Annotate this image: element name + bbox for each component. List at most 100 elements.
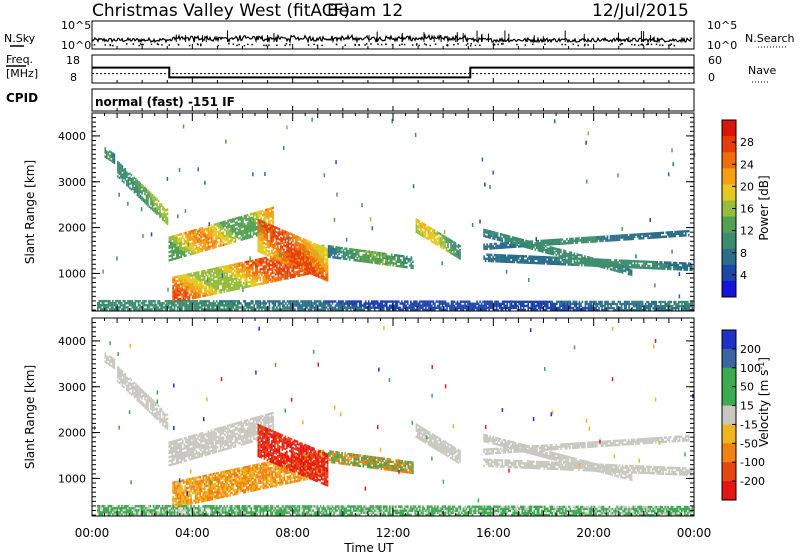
echo-cell	[322, 263, 324, 266]
echo-cell	[153, 197, 155, 200]
echo-cell	[215, 289, 218, 293]
echo-cell	[584, 255, 586, 258]
echo-cell	[221, 235, 223, 239]
echo-cell	[642, 266, 645, 269]
echo-cell	[274, 265, 277, 268]
echo-cell	[224, 275, 227, 278]
echo-cell	[137, 308, 140, 311]
echo-cell	[621, 267, 624, 270]
echo-cell	[325, 262, 327, 265]
echo-cell	[243, 217, 246, 220]
echo-cell	[241, 261, 244, 265]
echo-cell	[252, 300, 254, 303]
echo-cell	[594, 262, 597, 265]
echo-cell	[647, 264, 649, 268]
echo-cell	[234, 236, 237, 239]
echo-cell	[206, 289, 209, 293]
echo-cell	[266, 253, 269, 257]
echo-cell	[216, 241, 219, 244]
echo-cell	[228, 231, 231, 234]
echo-cell	[305, 260, 308, 263]
echo-cell	[311, 250, 314, 253]
echo-cell	[221, 221, 223, 224]
echo-cell	[287, 256, 290, 259]
echo-cell	[633, 235, 636, 238]
echo-cell	[223, 265, 225, 268]
echo-cell	[197, 232, 199, 235]
echo-cell	[395, 254, 398, 257]
echo-cell	[118, 299, 120, 303]
echo-cell	[606, 258, 609, 262]
echo-cell	[243, 225, 246, 228]
noise-search-point	[156, 43, 159, 45]
echo-cell	[181, 276, 183, 280]
noise-search-point	[474, 44, 477, 47]
echo-cell	[221, 302, 224, 305]
echo-cell	[157, 302, 159, 305]
echo-cell	[366, 250, 369, 253]
echo-cell	[185, 233, 187, 237]
echo-cell	[295, 241, 297, 244]
echo-cell	[674, 265, 676, 269]
echo-cell	[536, 246, 538, 249]
echo-cell	[151, 208, 154, 211]
echo-cell	[508, 258, 511, 261]
echo-cell	[253, 263, 256, 266]
echo-cell	[347, 251, 349, 255]
echo-cell	[621, 271, 624, 274]
echo-cell	[239, 226, 241, 229]
echo-cell	[265, 228, 267, 231]
echo-cell	[436, 231, 439, 234]
echo-cell	[374, 261, 376, 265]
echo-cell	[430, 239, 433, 243]
echo-cell	[501, 239, 503, 242]
echo-cell	[593, 259, 595, 262]
echo-cell	[203, 232, 205, 236]
echo-cell	[450, 251, 452, 255]
echo-cell	[182, 278, 185, 281]
echo-cell	[218, 268, 221, 272]
echo-cell	[201, 235, 204, 238]
echo-cell	[199, 300, 201, 303]
echo-cell	[280, 259, 282, 262]
echo-cell	[204, 228, 207, 231]
echo-cell	[246, 234, 249, 238]
echo-cell	[225, 236, 228, 239]
echo-cell	[283, 306, 286, 309]
echo-cell	[283, 252, 286, 256]
echo-cell	[267, 264, 269, 267]
echo-cell	[513, 238, 515, 241]
echo-cell	[609, 237, 612, 240]
echo-cell	[207, 225, 210, 228]
echo-cell	[209, 304, 212, 307]
echo-cell	[176, 252, 178, 256]
echo-cell	[219, 234, 222, 237]
echo-cell	[451, 248, 454, 251]
echo-cell	[377, 262, 379, 265]
echo-cell	[240, 274, 242, 277]
echo-cell	[295, 253, 297, 256]
echo-cell	[235, 275, 238, 278]
echo-cell	[274, 228, 276, 231]
echo-cell	[234, 223, 237, 227]
echo-cell	[668, 263, 670, 266]
echo-cell	[285, 262, 287, 266]
echo-cell	[269, 207, 271, 210]
echo-cell	[277, 231, 279, 234]
echo-cell	[382, 254, 384, 257]
echo-cell	[209, 308, 212, 311]
echo-cell	[267, 208, 270, 211]
echo-cell	[651, 232, 654, 235]
echo-cell	[576, 239, 579, 242]
echo-cell	[214, 286, 216, 289]
echo-cell	[271, 235, 273, 238]
echo-cell	[229, 268, 232, 271]
echo-cell	[194, 282, 197, 285]
noise-search-point	[200, 43, 202, 46]
echo-cell	[294, 273, 296, 276]
echo-cell	[454, 252, 457, 255]
echo-cell	[558, 254, 561, 257]
echo-cell	[513, 256, 515, 260]
echo-cell	[298, 308, 301, 311]
echo-cell	[113, 157, 116, 160]
